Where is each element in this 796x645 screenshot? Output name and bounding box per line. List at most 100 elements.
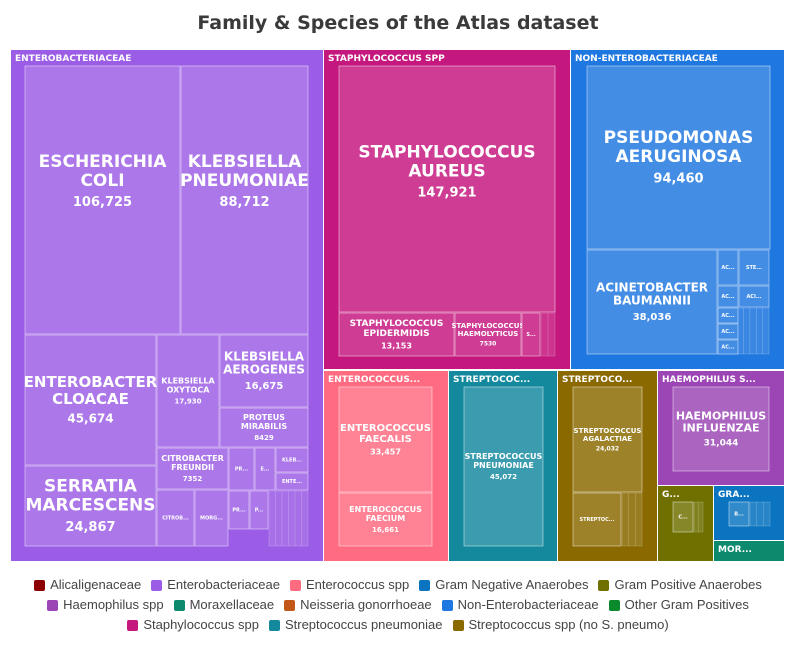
tile-rect[interactable] bbox=[586, 65, 771, 250]
legend-item[interactable]: Non-Enterobacteriaceae bbox=[441, 596, 599, 614]
tile-rect[interactable] bbox=[717, 307, 739, 324]
tile-rect[interactable] bbox=[738, 249, 770, 286]
tile-rect[interactable] bbox=[454, 312, 522, 357]
treemap-tile[interactable]: S... bbox=[521, 312, 541, 357]
treemap-tile[interactable]: E... bbox=[254, 447, 276, 491]
treemap-tile[interactable]: CITROBACTER FREUNDII 7352 bbox=[156, 447, 229, 490]
tile-rect[interactable] bbox=[180, 65, 309, 335]
tile-rect[interactable] bbox=[24, 465, 157, 547]
tile-rect[interactable] bbox=[194, 489, 229, 547]
treemap-tile[interactable]: AC... bbox=[717, 323, 739, 340]
treemap-tile[interactable]: PROTEUS MIRABILIS 8429 bbox=[219, 407, 309, 448]
tile-rect[interactable] bbox=[738, 285, 770, 308]
treemap-tile[interactable]: AC... bbox=[717, 249, 739, 286]
legend-item[interactable]: Streptococcus pneumoniae bbox=[268, 616, 443, 634]
treemap-tile[interactable]: PR... bbox=[228, 490, 250, 530]
treemap-tile[interactable]: ACINETOBACTER BAUMANNII 38,036 bbox=[586, 249, 718, 355]
tile-label: KLEBSIELLA PNEUMONIAE bbox=[180, 152, 309, 191]
legend-item[interactable]: Alicaligenaceae bbox=[34, 576, 141, 594]
treemap-tile[interactable]: ENTEROCOCCUS FAECIUM 16,661 bbox=[338, 492, 433, 547]
tile-rect[interactable] bbox=[338, 65, 556, 313]
tile-rect[interactable] bbox=[521, 312, 541, 357]
tile-rect[interactable] bbox=[338, 386, 433, 493]
group-rect[interactable] bbox=[714, 541, 784, 561]
treemap-tile[interactable]: STAPHYLOCOCCUS EPIDERMIDIS 13,153 bbox=[338, 312, 455, 357]
tile-rect[interactable] bbox=[338, 312, 455, 357]
minor-species-cluster bbox=[621, 492, 643, 547]
tile-rect[interactable] bbox=[254, 447, 276, 491]
legend-item[interactable]: Enterobacteriaceae bbox=[151, 576, 280, 594]
treemap-tile[interactable]: AC... bbox=[717, 307, 739, 324]
tile-rect[interactable] bbox=[717, 339, 739, 355]
legend-item[interactable]: Other Gram Positives bbox=[608, 596, 749, 614]
treemap-tile[interactable]: PR... bbox=[228, 447, 255, 491]
treemap-group[interactable]: MOR... bbox=[714, 541, 784, 561]
treemap-tile[interactable]: AC... bbox=[717, 285, 739, 308]
tile-rect[interactable] bbox=[275, 472, 309, 491]
tile-rect[interactable] bbox=[156, 447, 229, 490]
legend-swatch bbox=[151, 579, 163, 591]
tile-rect[interactable] bbox=[717, 323, 739, 340]
tile-rect[interactable] bbox=[24, 65, 181, 335]
treemap-tile[interactable]: B... bbox=[728, 501, 750, 527]
tile-rect[interactable] bbox=[572, 386, 643, 493]
tile-rect[interactable] bbox=[586, 249, 718, 355]
tile-rect[interactable] bbox=[219, 407, 309, 448]
treemap-tile[interactable]: HAEMOPHILUS INFLUENZAE 31,044 bbox=[672, 386, 770, 472]
legend-item[interactable]: Enterococcus spp bbox=[289, 576, 409, 594]
treemap-tile[interactable]: C... bbox=[672, 501, 694, 533]
tile-rect[interactable] bbox=[728, 501, 750, 527]
tile-rect[interactable] bbox=[228, 447, 255, 491]
treemap-tile[interactable]: KLEBSIELLA OXYTOCA 17,930 bbox=[156, 334, 220, 448]
treemap-tile[interactable]: ENTEROCOCCUS FAECALIS 33,457 bbox=[338, 386, 433, 493]
legend-item[interactable]: Staphylococcus spp bbox=[127, 616, 259, 634]
treemap-tile[interactable]: STREPTOCOCCUS PNEUMONIAE 45,072 bbox=[463, 386, 544, 547]
tile-rect[interactable] bbox=[672, 501, 694, 533]
treemap-tile[interactable]: ENTEROBACTER CLOACAE 45,674 bbox=[24, 334, 158, 466]
treemap-tile[interactable]: P... bbox=[249, 490, 269, 530]
legend-item[interactable]: Gram Negative Anaerobes bbox=[419, 576, 588, 594]
tile-rect[interactable] bbox=[338, 492, 433, 547]
legend-item[interactable]: Streptococcus spp (no S. pneumo) bbox=[452, 616, 669, 634]
treemap-tile[interactable]: KLEBSIELLA AEROGENES 16,675 bbox=[219, 334, 309, 408]
treemap-tile[interactable]: STE... bbox=[738, 249, 770, 286]
legend-item[interactable]: Haemophilus spp bbox=[47, 596, 164, 614]
legend-item[interactable]: Neisseria gonorrhoeae bbox=[284, 596, 432, 614]
treemap-tile[interactable]: MORG... bbox=[194, 489, 229, 547]
treemap-tile[interactable]: ESCHERICHIA COLI 106,725 bbox=[24, 65, 181, 335]
tile-rect[interactable] bbox=[672, 386, 770, 472]
tile-rect[interactable] bbox=[156, 334, 220, 448]
treemap-tile[interactable]: STAPHYLOCOCCUS AUREUS 147,921 bbox=[338, 65, 556, 313]
legend-item[interactable]: Gram Positive Anaerobes bbox=[598, 576, 762, 594]
tile-value: 147,921 bbox=[417, 186, 476, 201]
treemap-tile[interactable]: SERRATIA MARCESCENS 24,867 bbox=[24, 465, 157, 547]
tile-rect[interactable] bbox=[275, 447, 309, 473]
tile-rect[interactable] bbox=[717, 249, 739, 286]
legend-item[interactable]: Moraxellaceae bbox=[173, 596, 274, 614]
treemap-tile[interactable]: ENTE... bbox=[275, 472, 309, 491]
treemap-tile[interactable]: ACI... bbox=[738, 285, 770, 308]
tile-rect[interactable] bbox=[572, 492, 622, 547]
treemap-tile[interactable]: CITROB... bbox=[156, 489, 195, 547]
legend-swatch bbox=[608, 599, 620, 611]
tile-value: 94,460 bbox=[653, 171, 703, 186]
tile-rect[interactable] bbox=[156, 489, 195, 547]
tile-rect[interactable] bbox=[219, 334, 309, 408]
treemap-tile[interactable]: STREPTOC... bbox=[572, 492, 622, 547]
tile-rect[interactable] bbox=[228, 490, 250, 530]
treemap-tile[interactable]: PSEUDOMONAS AERUGINOSA 94,460 bbox=[586, 65, 771, 250]
tile-value: 88,712 bbox=[219, 195, 269, 210]
tile-rect[interactable] bbox=[24, 334, 157, 466]
treemap-tile[interactable]: KLEBSIELLA PNEUMONIAE 88,712 bbox=[180, 65, 309, 335]
legend-row: Haemophilus spp Moraxellaceae Neisseria go… bbox=[0, 596, 796, 614]
tile-rect[interactable] bbox=[717, 285, 739, 308]
treemap-tile[interactable]: KLEB... bbox=[275, 447, 309, 473]
tile-rect[interactable] bbox=[463, 386, 544, 547]
treemap-tile[interactable]: STAPHYLOCOCCUS HAEMOLYTICUS 7530 bbox=[452, 312, 525, 357]
legend-swatch bbox=[289, 579, 301, 591]
legend-swatch bbox=[284, 599, 296, 611]
tile-label: PR... bbox=[232, 507, 245, 513]
treemap-tile[interactable]: STREPTOCOCCUS AGALACTIAE 24,032 bbox=[572, 386, 643, 493]
treemap-tile[interactable]: AC... bbox=[717, 339, 739, 355]
tile-rect[interactable] bbox=[249, 490, 269, 530]
